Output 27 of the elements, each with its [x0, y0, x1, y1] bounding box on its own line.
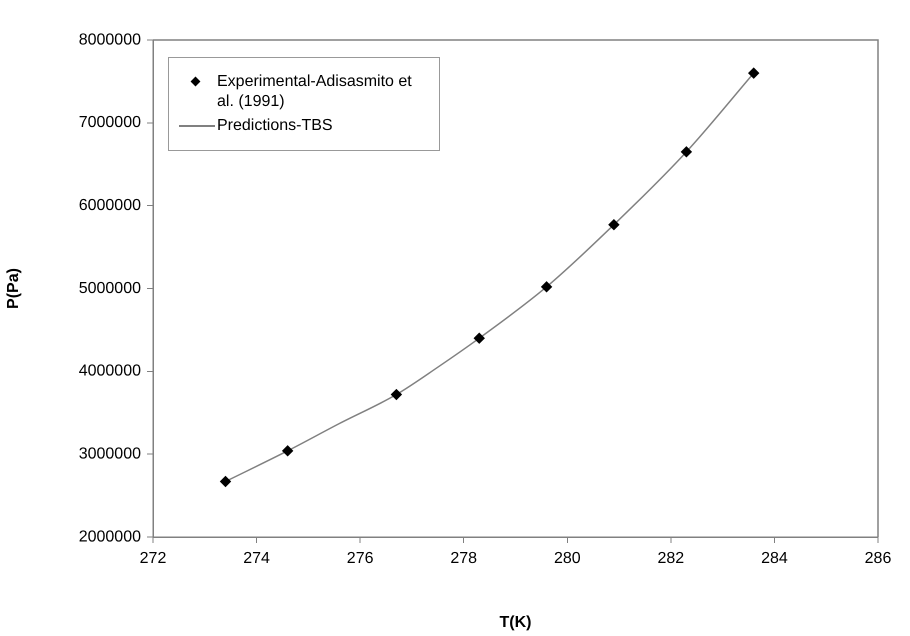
point: [282, 445, 294, 456]
x-tick-label: 284: [761, 550, 788, 568]
y-tick-label: 5000000: [78, 280, 142, 297]
y-tick-label: 2000000: [78, 528, 142, 546]
x-tick-label: 278: [450, 550, 478, 568]
y-axis-title: P(Pa): [5, 268, 22, 309]
y-tick-label: 6000000: [78, 197, 142, 214]
point: [220, 476, 231, 487]
point: [541, 281, 552, 292]
x-tick-label: 286: [864, 550, 892, 568]
x-tick-label: 272: [140, 550, 166, 568]
x-tick-label: 276: [346, 550, 374, 568]
point: [608, 219, 620, 230]
legend-label: Predictions-TBS: [217, 116, 333, 136]
x-tick-label: 274: [243, 550, 270, 568]
y-tick-label: 3000000: [78, 446, 142, 463]
y-tick-label: 8000000: [78, 31, 142, 48]
x-axis-title: T(K): [500, 614, 532, 631]
point: [390, 389, 402, 400]
y-tick-label: 4000000: [78, 362, 142, 380]
x-tick-label: 282: [658, 550, 684, 568]
x-tick-label: 280: [554, 550, 581, 568]
legend-label: Experimental-Adisasmito et al. (1991): [217, 72, 413, 112]
point: [474, 332, 485, 344]
point: [748, 68, 760, 79]
point: [680, 146, 692, 158]
y-tick-label: 7000000: [78, 114, 142, 132]
